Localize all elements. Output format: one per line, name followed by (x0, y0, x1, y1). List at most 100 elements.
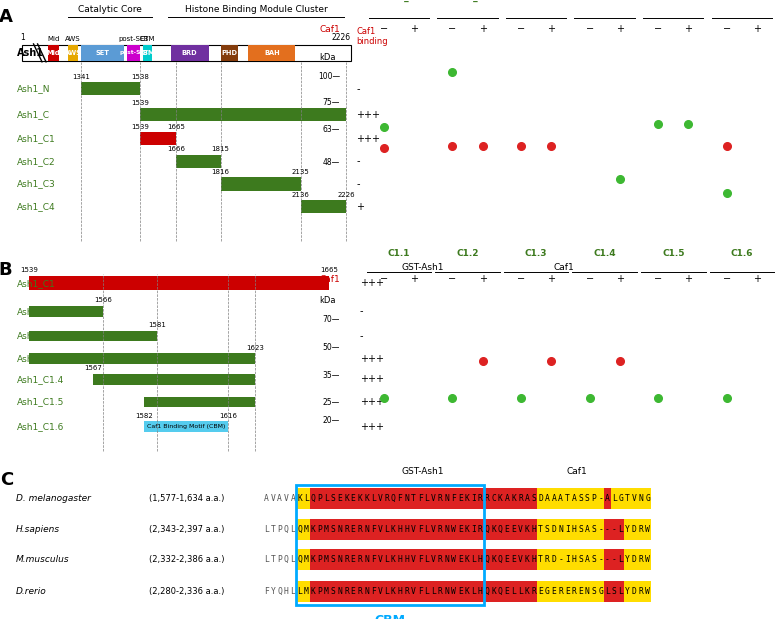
Bar (357, 488, 363, 509)
Text: I: I (565, 525, 570, 534)
Text: L: L (324, 494, 328, 503)
Bar (490, 488, 497, 509)
Bar (497, 519, 504, 540)
Text: V: V (431, 555, 436, 565)
Text: −: − (654, 274, 662, 284)
Bar (637, 581, 644, 602)
Bar (604, 488, 611, 509)
Bar (376, 581, 383, 602)
Text: K: K (464, 494, 470, 503)
Bar (517, 488, 524, 509)
Text: R: R (532, 587, 536, 597)
Text: R: R (344, 525, 349, 534)
Text: L: L (619, 525, 623, 534)
Bar (310, 488, 317, 509)
Text: E: E (511, 555, 516, 565)
Text: Q: Q (498, 525, 503, 534)
Text: Q: Q (297, 525, 302, 534)
Bar (383, 488, 390, 509)
Text: S: S (592, 525, 597, 534)
Bar (404, 488, 410, 509)
Text: S: S (612, 587, 616, 597)
Text: L: L (518, 587, 523, 597)
Text: N: N (405, 494, 409, 503)
Text: E: E (350, 587, 356, 597)
Text: W: W (451, 525, 456, 534)
Bar (624, 550, 631, 570)
Text: A: A (605, 494, 610, 503)
Text: G: G (598, 587, 603, 597)
Bar (417, 519, 423, 540)
Text: K: K (511, 494, 516, 503)
Text: R: R (358, 587, 362, 597)
Bar (557, 581, 564, 602)
Text: K: K (391, 525, 396, 534)
Text: D: D (538, 494, 543, 503)
Text: K: K (498, 494, 503, 503)
Text: F: F (263, 587, 269, 597)
Text: T: T (538, 555, 543, 565)
Text: Ash1_C3: Ash1_C3 (17, 180, 56, 188)
Bar (29, 331, 158, 341)
Text: N: N (364, 525, 369, 534)
Text: +: + (753, 24, 761, 34)
Text: CBM: CBM (375, 613, 405, 619)
Text: N: N (445, 587, 449, 597)
Text: I: I (471, 525, 476, 534)
Text: 100—: 100— (318, 72, 340, 81)
Text: D.rerio: D.rerio (16, 587, 46, 597)
Bar (404, 519, 410, 540)
Bar (591, 550, 597, 570)
Text: M: M (324, 587, 328, 597)
Bar (584, 581, 591, 602)
Bar (423, 550, 430, 570)
Bar (390, 519, 397, 540)
Text: T: T (565, 494, 570, 503)
Bar (450, 550, 457, 570)
Text: −: − (517, 24, 525, 34)
Text: −: − (448, 24, 456, 34)
Text: C1: C1 (530, 0, 543, 2)
Bar (504, 550, 510, 570)
Text: S: S (331, 525, 336, 534)
Bar (591, 581, 597, 602)
Bar (300, 200, 346, 213)
Text: K: K (492, 587, 496, 597)
Bar (296, 581, 303, 602)
Text: K: K (391, 587, 396, 597)
Bar (571, 488, 577, 509)
Text: E: E (511, 525, 516, 534)
Text: D: D (551, 555, 557, 565)
Text: −: − (379, 274, 388, 284)
Bar (363, 488, 370, 509)
Text: 1539: 1539 (132, 124, 149, 130)
Text: −: − (723, 24, 731, 34)
Text: T: T (411, 494, 416, 503)
Bar (517, 519, 524, 540)
Text: V: V (378, 494, 383, 503)
Bar (330, 519, 336, 540)
Text: SET: SET (96, 50, 110, 56)
Text: 63—: 63— (322, 124, 340, 134)
Text: V: V (284, 494, 289, 503)
Text: Q: Q (498, 587, 503, 597)
Text: 1539: 1539 (20, 267, 38, 273)
Text: S: S (331, 494, 336, 503)
Bar (477, 550, 484, 570)
Text: +: + (684, 274, 692, 284)
Bar (584, 519, 591, 540)
Text: H: H (478, 587, 483, 597)
Text: kDa: kDa (319, 296, 336, 305)
Bar (524, 581, 531, 602)
Bar (604, 519, 611, 540)
Text: F: F (371, 555, 376, 565)
Text: K: K (492, 555, 496, 565)
Bar (531, 519, 537, 540)
Text: S: S (585, 494, 590, 503)
Bar (490, 581, 497, 602)
Bar (631, 581, 637, 602)
Bar (591, 488, 597, 509)
Bar (423, 581, 430, 602)
Text: -: - (605, 525, 610, 534)
Bar (430, 550, 437, 570)
